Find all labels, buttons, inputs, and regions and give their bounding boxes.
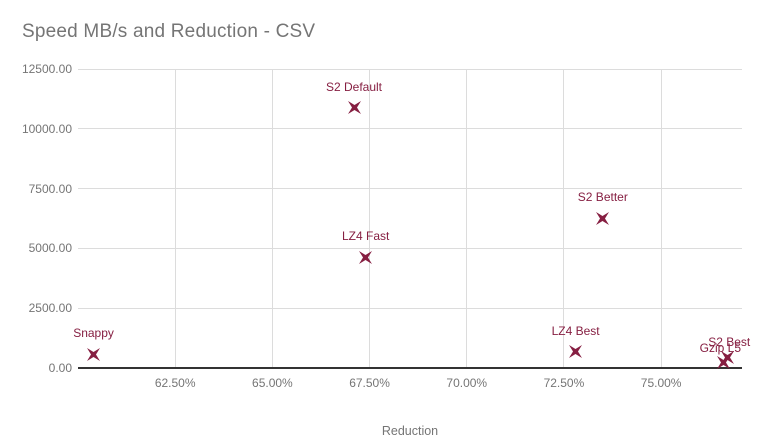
- y-gridline: [78, 247, 742, 249]
- data-point-marker: [596, 211, 610, 225]
- x-gridline: [466, 69, 468, 368]
- x-axis-tick-label: 75.00%: [640, 376, 682, 390]
- x-gridline: [563, 69, 565, 368]
- x-gridline: [660, 69, 662, 368]
- x-axis-tick-label: 70.00%: [446, 376, 488, 390]
- x-axis-tick-label: 65.00%: [252, 376, 293, 390]
- x-gridline: [174, 69, 176, 368]
- y-axis-tick-label: 2500.00: [28, 301, 72, 316]
- data-point-label: S2 Best: [708, 334, 751, 349]
- y-axis-tick-label: 12500.00: [21, 62, 72, 76]
- x-gridline: [369, 69, 371, 368]
- y-gridline: [78, 188, 742, 190]
- y-gridline: [78, 68, 742, 70]
- y-axis-tick-label: 0.00: [48, 361, 72, 375]
- x-axis-tick-label: 62.50%: [154, 376, 196, 390]
- y-axis-tick-label: 10000.00: [21, 121, 72, 136]
- data-point-marker: [716, 356, 730, 370]
- data-point-marker: [347, 101, 361, 115]
- data-point-label: S2 Better: [577, 190, 628, 205]
- x-gridline: [271, 69, 273, 368]
- data-point-label: LZ4 Best: [551, 323, 600, 338]
- data-point-label: LZ4 Fast: [341, 229, 390, 243]
- x-axis-title: Reduction: [381, 424, 439, 438]
- data-point-marker: [359, 250, 373, 264]
- y-axis-tick-label: 7500.00: [28, 181, 72, 196]
- y-axis-tick-label: 5000.00: [28, 241, 72, 256]
- data-point-label: Snappy: [73, 326, 114, 340]
- x-axis-tick-label: 67.50%: [349, 376, 390, 390]
- data-point-label: S2 Default: [325, 79, 383, 94]
- chart-title: Speed MB/s and Reduction - CSV: [22, 21, 316, 42]
- data-point-marker: [569, 345, 583, 359]
- y-gridline: [78, 307, 742, 309]
- x-axis-line: [78, 367, 742, 369]
- data-point-label: Gzip L5: [699, 340, 741, 355]
- x-axis-tick-label: 72.50%: [543, 376, 585, 390]
- y-gridline: [78, 128, 742, 130]
- data-point-marker: [87, 347, 101, 361]
